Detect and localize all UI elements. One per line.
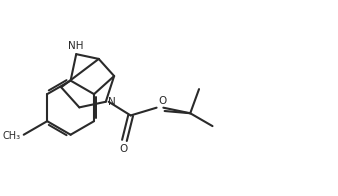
Text: CH₃: CH₃ xyxy=(3,131,21,141)
Text: N: N xyxy=(108,97,116,107)
Text: O: O xyxy=(119,144,127,154)
Text: NH: NH xyxy=(69,41,84,51)
Text: O: O xyxy=(159,96,167,106)
